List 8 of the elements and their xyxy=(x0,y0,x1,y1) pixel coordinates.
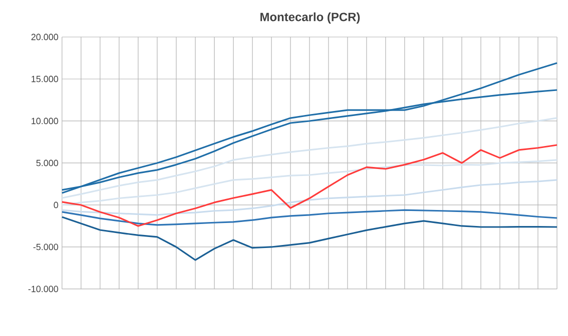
y-tick-label: 20.000 xyxy=(31,34,58,40)
y-tick-label: 10.000 xyxy=(32,118,58,124)
y-tick-label: -10.000 xyxy=(28,286,58,292)
y-tick-label: 15.000 xyxy=(32,76,58,82)
y-tick-label: 0 xyxy=(54,202,58,208)
chart-title: Montecarlo (PCR) xyxy=(260,12,360,24)
y-tick-label: 5.000 xyxy=(36,160,58,166)
y-tick-label: -5.000 xyxy=(33,244,58,250)
